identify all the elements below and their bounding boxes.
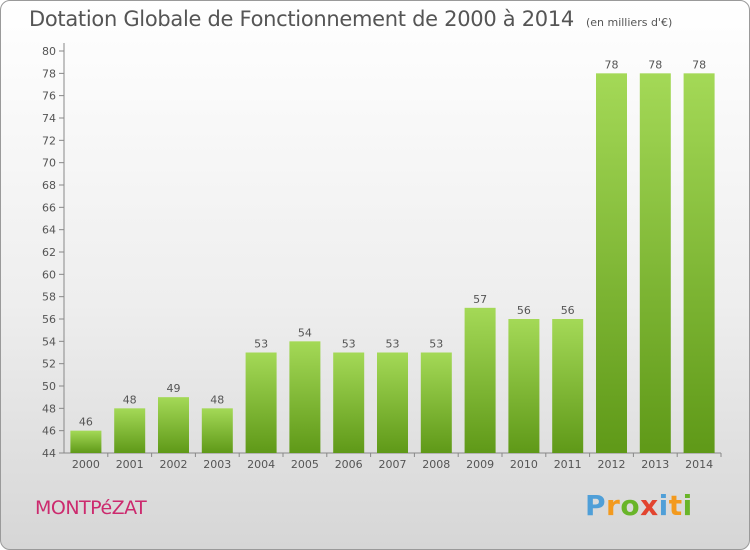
x-tick-label: 2007 (379, 458, 407, 471)
bar (683, 73, 715, 453)
bar-value-label: 57 (473, 293, 487, 306)
y-tick-label: 48 (42, 402, 56, 415)
x-tick-label: 2006 (335, 458, 363, 471)
bar-value-label: 78 (692, 58, 706, 71)
bar (201, 408, 233, 453)
bar-value-label: 53 (429, 338, 443, 351)
bar (289, 341, 321, 453)
bar (420, 352, 452, 453)
bar-value-label: 78 (605, 58, 619, 71)
y-tick-label: 74 (42, 112, 56, 125)
bar (70, 430, 102, 453)
y-tick-label: 54 (42, 335, 56, 348)
bar (552, 319, 584, 453)
bar-value-label: 49 (167, 382, 181, 395)
x-tick-label: 2002 (160, 458, 188, 471)
y-tick-label: 56 (42, 313, 56, 326)
chart-title: Dotation Globale de Fonctionnement de 20… (29, 7, 574, 31)
x-tick-label: 2010 (510, 458, 538, 471)
bar (596, 73, 627, 453)
y-tick-label: 72 (42, 134, 56, 147)
bar-value-label: 56 (561, 304, 575, 317)
y-tick-label: 50 (42, 380, 56, 393)
logo-letter: P (585, 489, 607, 522)
y-tick-label: 70 (42, 157, 56, 170)
y-tick-label: 46 (42, 425, 56, 438)
bar-value-label: 56 (517, 304, 531, 317)
commune-name: MONTPéZAT (35, 497, 147, 519)
bar-value-label: 48 (210, 393, 224, 406)
x-tick-label: 2013 (641, 458, 669, 471)
y-tick-label: 60 (42, 268, 56, 281)
y-tick-label: 64 (42, 224, 56, 237)
chart-unit: (en milliers d'€) (585, 16, 673, 29)
bar (639, 73, 671, 453)
bar (158, 397, 189, 453)
bar (114, 408, 146, 453)
x-tick-label: 2009 (466, 458, 494, 471)
bar-value-label: 48 (123, 393, 137, 406)
bar-value-label: 53 (254, 338, 268, 351)
logo-letter: i (682, 489, 693, 522)
bar (464, 307, 496, 453)
x-tick-label: 2004 (247, 458, 275, 471)
y-tick-label: 68 (42, 179, 56, 192)
x-tick-label: 2005 (291, 458, 319, 471)
x-tick-label: 2001 (116, 458, 144, 471)
y-tick-label: 78 (42, 67, 56, 80)
bar-value-label: 53 (342, 338, 356, 351)
bar-value-label: 46 (79, 416, 93, 429)
y-tick-label: 80 (42, 45, 56, 58)
y-tick-label: 62 (42, 246, 56, 259)
logo-letter: i (658, 489, 669, 522)
logo-letter: t (668, 489, 683, 522)
y-tick-label: 58 (42, 291, 56, 304)
x-tick-label: 2012 (598, 458, 626, 471)
bars: 46 48 49 48 53 54 53 53 53 57 56 56 78 78 78 (70, 58, 715, 453)
x-tick-label: 2003 (203, 458, 231, 471)
logo-letter: x (640, 489, 659, 522)
chart-title-block: Dotation Globale de Fonctionnement de 20… (29, 7, 672, 31)
y-tick-label: 52 (42, 358, 56, 371)
x-tick-label: 2000 (72, 458, 100, 471)
bar-value-label: 78 (648, 58, 662, 71)
proxiti-logo: Proxiti (585, 489, 693, 522)
bar (377, 352, 408, 453)
bar (508, 319, 540, 453)
y-tick-label: 44 (42, 447, 56, 460)
y-tick-label: 66 (42, 201, 56, 214)
x-tick-label: 2011 (554, 458, 582, 471)
logo-letter: r (606, 489, 621, 522)
x-tick-label: 2014 (685, 458, 713, 471)
logo-letter: o (620, 489, 641, 522)
x-axis: 2000 2001 2002 2003 2004 2005 2006 2007 2008 2009… (64, 452, 722, 471)
bar (333, 352, 365, 453)
y-tick-label: 76 (42, 90, 56, 103)
bar-value-label: 54 (298, 326, 312, 339)
y-axis: 44 46 48 50 52 54 56 58 60 62 64 66 68 70 72 74 76 78 80 (42, 43, 65, 460)
bar-value-label: 53 (386, 338, 400, 351)
bar (245, 352, 277, 453)
x-tick-label: 2008 (422, 458, 450, 471)
